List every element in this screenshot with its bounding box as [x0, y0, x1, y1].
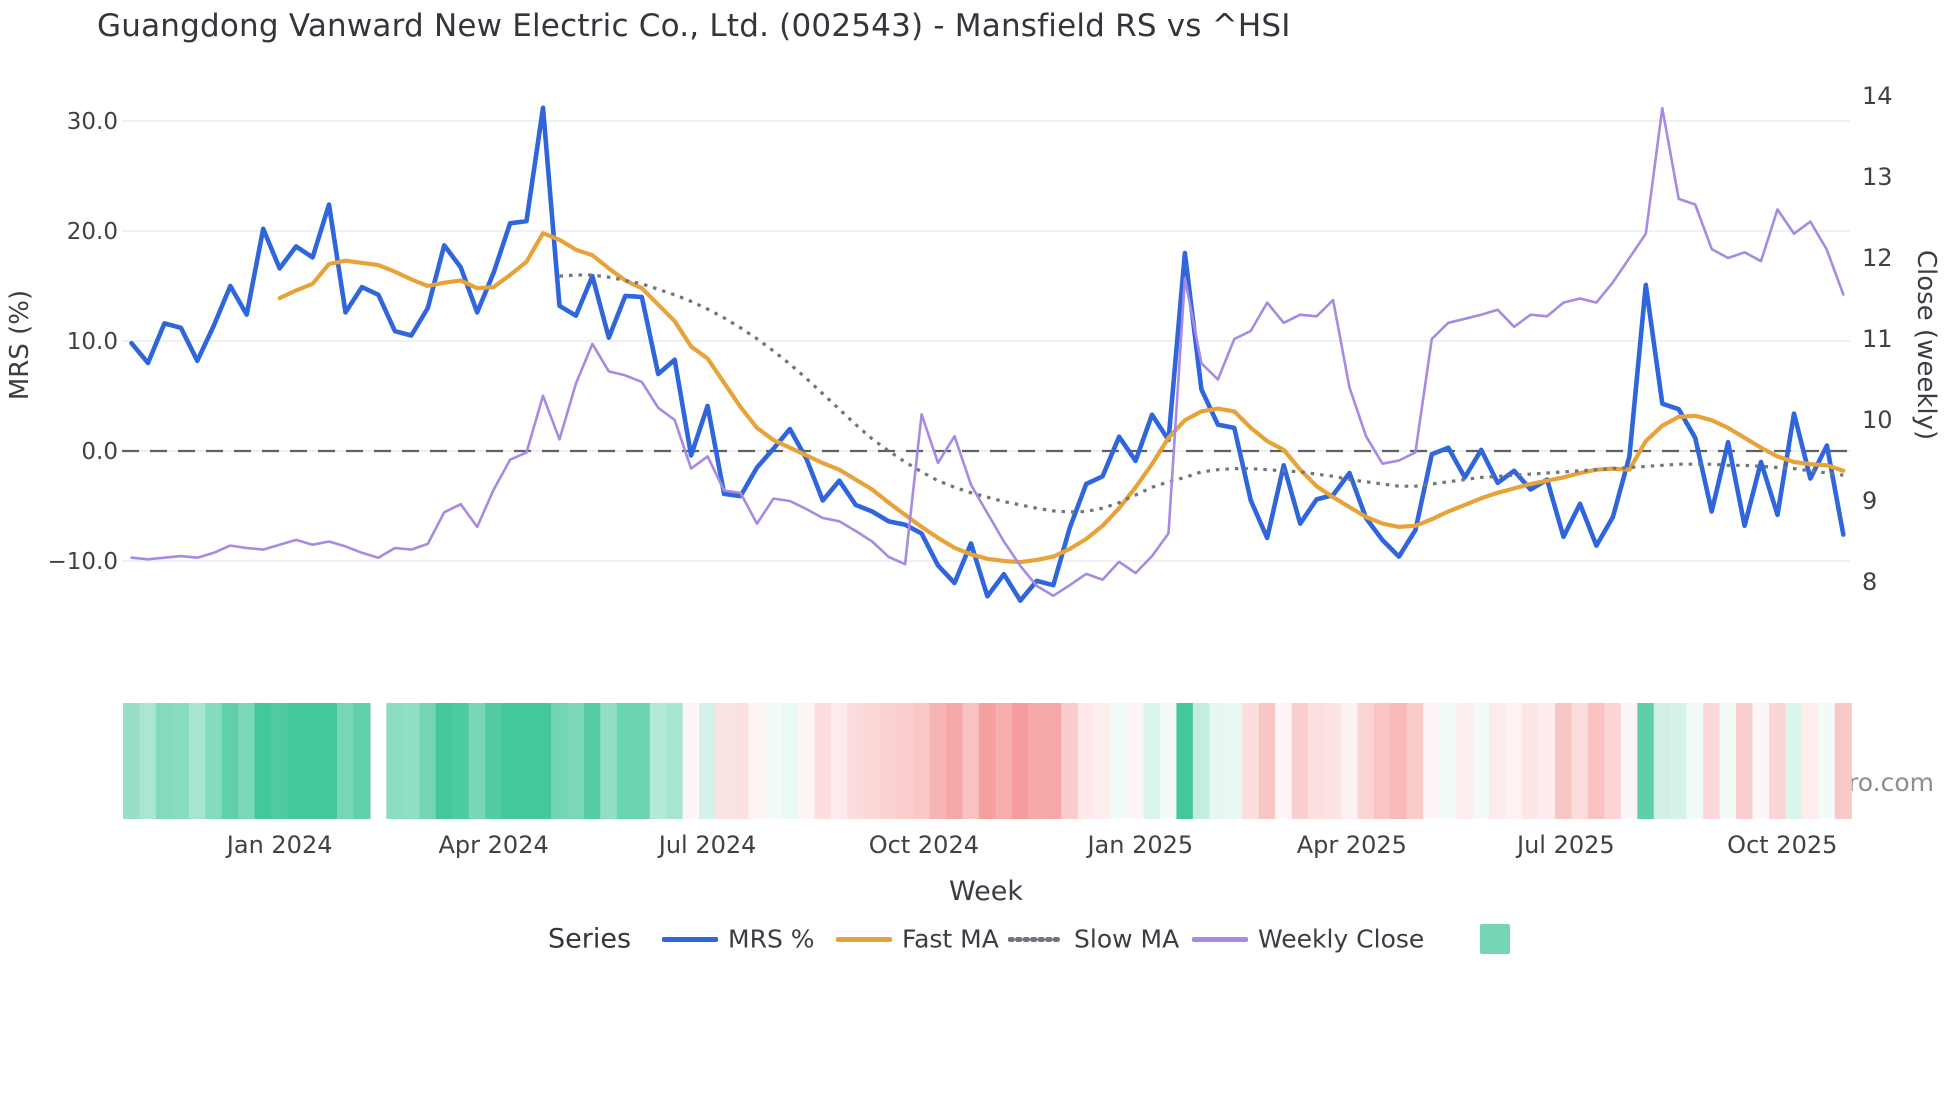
y-left-tick-label: 30.0 [67, 109, 118, 135]
heatmap-strip [122, 703, 1852, 819]
x-tick-label: Oct 2024 [869, 831, 979, 859]
legend-swatch-line [836, 936, 892, 942]
y-right-tick-label: 10 [1862, 406, 1893, 434]
gridlines [122, 120, 1850, 562]
x-tick-label: Apr 2024 [439, 831, 549, 859]
y-right-tick-label: 12 [1862, 244, 1893, 272]
y-right-tick-label: 14 [1862, 82, 1893, 110]
x-tick-label: Oct 2025 [1727, 831, 1837, 859]
legend-swatch-line [1008, 936, 1064, 942]
legend-heatmap-swatch [1480, 924, 1510, 954]
legend-item-slow-ma: Slow MA [1008, 925, 1179, 954]
x-tick-label: Jul 2024 [657, 831, 757, 859]
y-left-tick-label: −10.0 [48, 549, 118, 575]
y-right-tick-label: 8 [1862, 568, 1877, 596]
legend-item-label: Fast MA [902, 924, 999, 954]
legend-item-weekly-close: Weekly Close [1192, 925, 1424, 954]
y-right-tick-label: 13 [1862, 163, 1893, 191]
axis-tick-labels: 30.0 20.0 10.0 0.0 −10.0 14 13 12 11 10 9 8 Jan 2024… [48, 82, 1893, 859]
legend-item-label: MRS % [728, 924, 815, 954]
legend-item-label: Slow MA [1074, 924, 1180, 954]
y-left-tick-label: 10.0 [67, 329, 118, 355]
series-mrs- [129, 105, 1846, 603]
x-tick-label: Jan 2024 [225, 831, 333, 859]
y-right-tick-label: 11 [1862, 325, 1893, 353]
legend-item-fast-ma: Fast MA [836, 925, 999, 954]
x-tick-label: Jul 2025 [1515, 831, 1615, 859]
y-left-tick-label: 0.0 [81, 439, 118, 465]
legend-title: Series [548, 923, 632, 955]
y-right-tick-label: 9 [1862, 487, 1877, 515]
legend-item-mrs-: MRS % [662, 925, 815, 954]
x-tick-label: Apr 2025 [1297, 831, 1407, 859]
legend-swatch-line [662, 936, 718, 942]
series-weekly-close [130, 106, 1845, 598]
x-tick-label: Jan 2025 [1085, 831, 1193, 859]
legend-item-label: Weekly Close [1258, 924, 1425, 954]
chart-title: Guangdong Vanward New Electric Co., Ltd.… [97, 8, 1291, 44]
legend-swatch-line [1192, 936, 1248, 942]
legend: Series MRS % Fast MA Slow MA Weekly Close [0, 916, 1960, 962]
series-fast-ma [277, 231, 1846, 565]
series-lines [129, 105, 1846, 603]
x-axis-title: Week [949, 876, 1023, 907]
y-left-tick-label: 20.0 [67, 219, 118, 245]
